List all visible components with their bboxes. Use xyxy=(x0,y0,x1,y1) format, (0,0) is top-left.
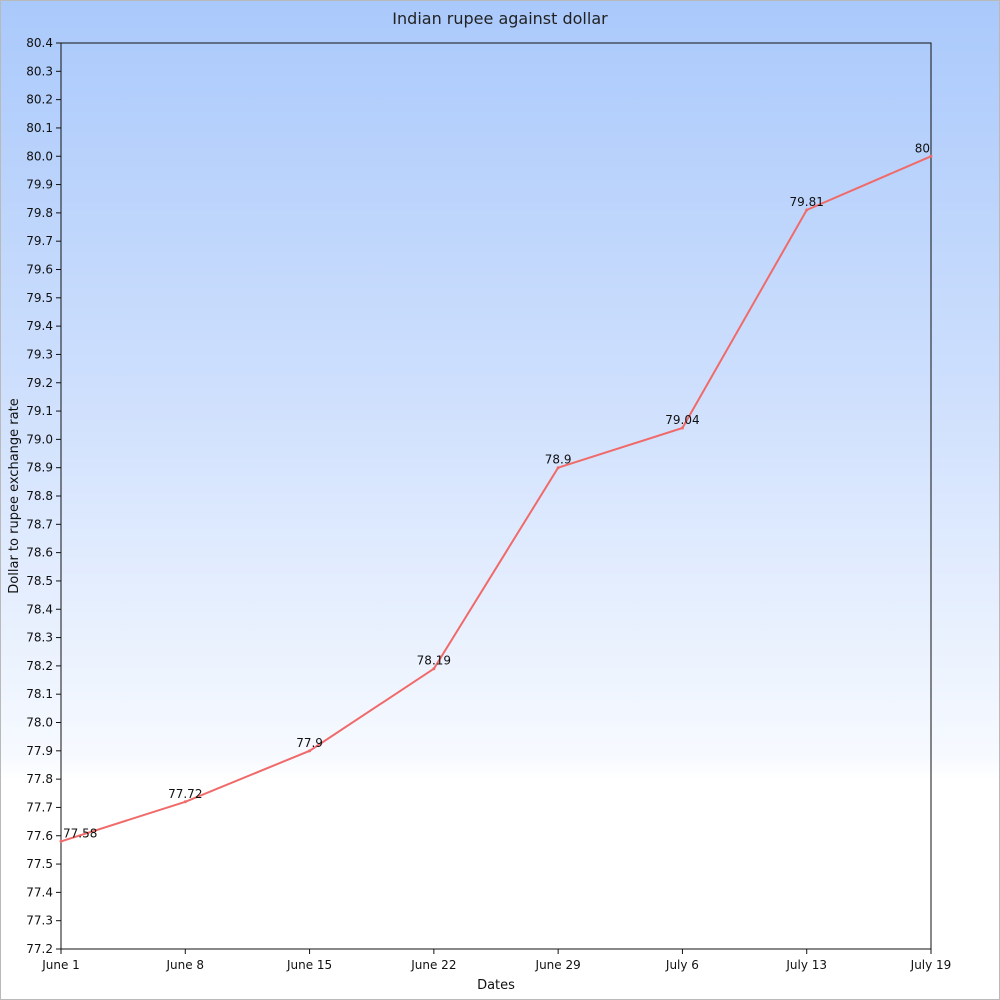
y-tick-label: 79.8 xyxy=(26,206,53,220)
y-tick-label: 80.0 xyxy=(26,149,53,163)
y-tick-label: 79.4 xyxy=(26,319,53,333)
x-tick-label: June 8 xyxy=(165,958,204,972)
data-point xyxy=(805,208,809,212)
y-tick-label: 80.3 xyxy=(26,64,53,78)
y-tick-label: 77.7 xyxy=(26,800,53,814)
x-tick-label: June 29 xyxy=(535,958,581,972)
y-tick-label: 79.6 xyxy=(26,263,53,277)
y-tick-label: 77.3 xyxy=(26,914,53,928)
y-tick-label: 77.4 xyxy=(26,885,53,899)
y-tick-label: 78.0 xyxy=(26,716,53,730)
y-tick-label: 78.7 xyxy=(26,517,53,531)
data-labels: 77.58 77.72 77.9 78.19 78.9 79.04 79.81 80 xyxy=(59,141,933,843)
y-tick-label: 78.3 xyxy=(26,631,53,645)
y-tick-label: 78.2 xyxy=(26,659,53,673)
data-label: 77.9 xyxy=(296,736,323,750)
y-tick-label: 78.4 xyxy=(26,602,53,616)
data-point xyxy=(556,466,560,470)
y-tick-label: 77.5 xyxy=(26,857,53,871)
x-tick-label: June 15 xyxy=(286,958,332,972)
data-label: 78.9 xyxy=(545,453,572,467)
series-line xyxy=(60,155,932,843)
data-point xyxy=(432,667,436,671)
data-point xyxy=(59,839,63,843)
data-label: 78.19 xyxy=(417,654,451,668)
y-axis: 77.2 77.3 77.4 77.5 77.6 77.7 77.8 77.9 78.0 78.1… xyxy=(26,36,61,956)
y-tick-label: 79.1 xyxy=(26,404,53,418)
data-label: 77.72 xyxy=(168,787,202,801)
data-point xyxy=(183,800,187,804)
y-tick-label: 80.1 xyxy=(26,121,53,135)
y-axis-title: Dollar to rupee exchange rate xyxy=(7,398,22,593)
y-tick-label: 77.2 xyxy=(26,942,53,956)
x-tick-label: June 22 xyxy=(410,958,456,972)
y-tick-label: 79.5 xyxy=(26,291,53,305)
x-axis: June 1 June 8 June 15 June 22 June 29 July 6 J… xyxy=(41,949,951,972)
y-tick-label: 78.9 xyxy=(26,461,53,475)
y-tick-label: 79.7 xyxy=(26,234,53,248)
x-tick-label: July 6 xyxy=(665,958,699,972)
y-tick-label: 77.9 xyxy=(26,744,53,758)
x-tick-label: July 19 xyxy=(910,958,952,972)
data-point xyxy=(308,749,312,753)
y-tick-label: 77.6 xyxy=(26,829,53,843)
y-tick-label: 78.6 xyxy=(26,546,53,560)
chart-title: Indian rupee against dollar xyxy=(392,9,608,28)
plot-area xyxy=(60,42,932,950)
data-label: 77.58 xyxy=(63,826,97,840)
x-tick-label: June 1 xyxy=(41,958,80,972)
data-label: 80 xyxy=(915,141,930,155)
data-label: 79.81 xyxy=(790,195,824,209)
y-tick-label: 77.8 xyxy=(26,772,53,786)
x-axis-title: Dates xyxy=(477,978,515,993)
y-tick-label: 78.5 xyxy=(26,574,53,588)
data-label: 79.04 xyxy=(665,413,699,427)
y-tick-label: 79.2 xyxy=(26,376,53,390)
data-point xyxy=(929,154,933,158)
y-tick-label: 79.9 xyxy=(26,178,53,192)
y-tick-label: 78.8 xyxy=(26,489,53,503)
y-tick-label: 79.3 xyxy=(26,347,53,361)
y-tick-label: 78.1 xyxy=(26,687,53,701)
data-point xyxy=(680,426,684,430)
y-tick-label: 79.0 xyxy=(26,432,53,446)
y-tick-label: 80.2 xyxy=(26,93,53,107)
y-tick-label: 80.4 xyxy=(26,36,53,50)
x-tick-label: July 13 xyxy=(785,958,827,972)
